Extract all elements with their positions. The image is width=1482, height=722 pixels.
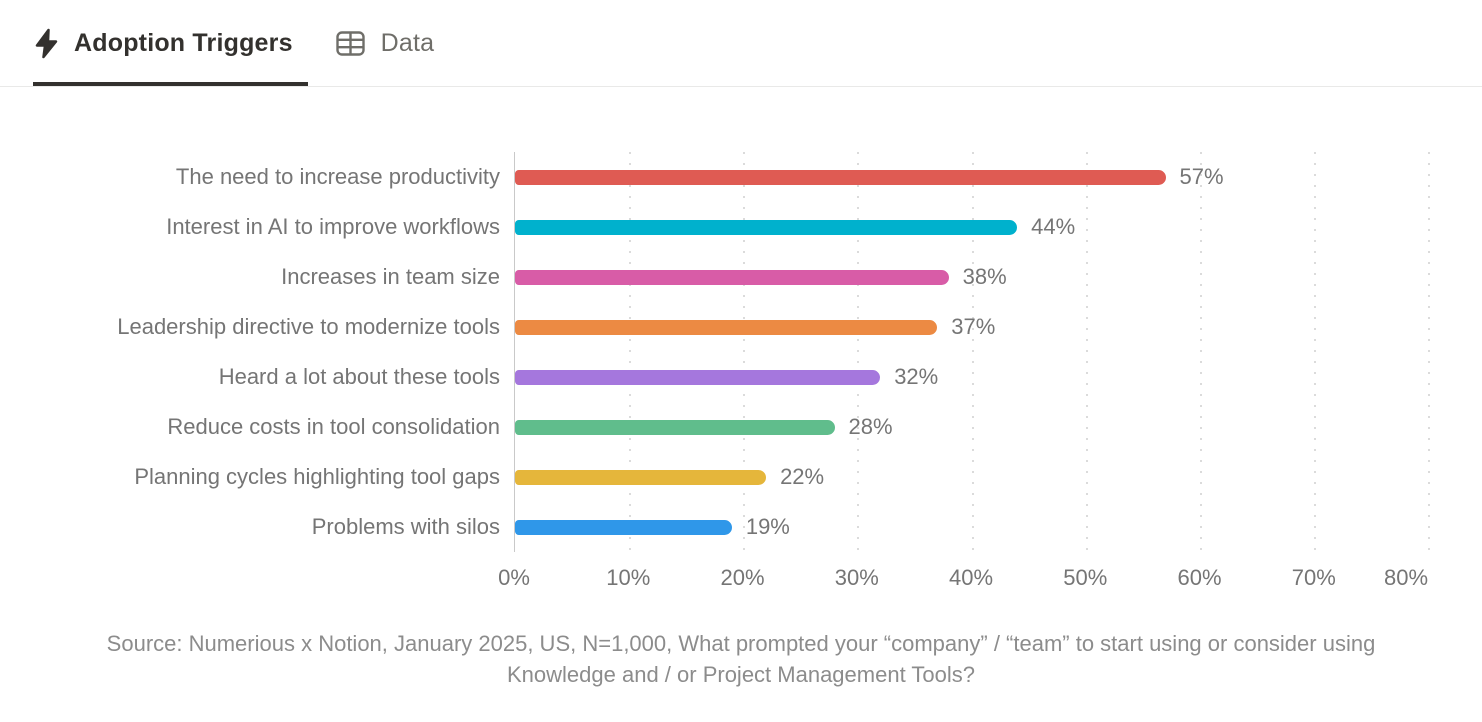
x-axis: 0% 10% 20% 30% 40% 50% 60% 70% 80% (498, 565, 1429, 595)
category-label: Interest in AI to improve workflows (166, 214, 500, 239)
bar-value-label: 19% (745, 514, 790, 539)
bar[interactable] (515, 169, 1166, 185)
gridline (1428, 152, 1430, 552)
bar-row: 38% (515, 252, 1428, 302)
bar-value-label: 57% (1179, 164, 1224, 189)
gridline (971, 152, 974, 552)
bar-value-label: 44% (1031, 214, 1076, 239)
gridline (1313, 152, 1316, 552)
x-tick-label: 40% (948, 565, 994, 590)
x-tick-label: 50% (1063, 565, 1108, 590)
category-label: Problems with silos (311, 514, 500, 539)
bar-row: 19% (515, 502, 1428, 552)
gridline (1085, 152, 1088, 552)
x-tick-label: 60% (1177, 565, 1222, 590)
category-axis: The need to increase productivity Interes… (0, 152, 514, 552)
x-tick-label: 20% (720, 565, 765, 590)
x-tick-label: 30% (834, 565, 879, 590)
tab-label: Data (380, 28, 435, 57)
category-label: Planning cycles highlighting tool gaps (134, 464, 500, 489)
category-label: Heard a lot about these tools (218, 364, 500, 389)
x-tick-label: 10% (606, 565, 651, 590)
bar-row: 44% (515, 202, 1428, 252)
tab-adoption-triggers[interactable]: Adoption Triggers (33, 0, 308, 86)
lightning-bolt-icon (33, 28, 60, 59)
bar[interactable] (515, 419, 835, 435)
bar[interactable] (515, 219, 1018, 235)
bar[interactable] (515, 469, 767, 485)
bar[interactable] (515, 519, 732, 535)
bar[interactable] (515, 269, 949, 285)
category-label: The need to increase productivity (175, 164, 500, 189)
bar-value-label: 37% (951, 314, 996, 339)
category-label: Reduce costs in tool consolidation (167, 414, 500, 439)
table-icon (334, 27, 367, 60)
gridline (1199, 152, 1202, 552)
bar-row: 32% (515, 352, 1428, 402)
bar-value-label: 28% (848, 414, 893, 439)
tab-data[interactable]: Data (332, 0, 450, 86)
bar[interactable] (515, 369, 881, 385)
bar-row: 37% (515, 302, 1428, 352)
source-note: Source: Numerious x Notion, January 2025… (106, 631, 1376, 687)
tab-label: Adoption Triggers (74, 28, 293, 57)
category-label: Increases in team size (281, 264, 500, 289)
gridline (629, 152, 632, 552)
x-tick-label: 0% (498, 565, 530, 590)
x-tick-label: 70% (1291, 565, 1336, 590)
tab-bar: Adoption Triggers Data (0, 0, 1482, 87)
bar[interactable] (515, 319, 938, 335)
bar-chart: The need to increase productivity Interes… (0, 152, 1482, 552)
gridline (857, 152, 860, 552)
bar-value-label: 22% (780, 464, 825, 489)
gridline (743, 152, 746, 552)
bar-row: 28% (515, 402, 1428, 452)
bar-row: 57% (515, 152, 1428, 202)
plot-area: 57% 44% 38% 37% 32% 28% 22% 19% (514, 152, 1430, 552)
bar-value-label: 38% (962, 264, 1007, 289)
bar-row: 22% (515, 452, 1428, 502)
category-label: Leadership directive to modernize tools (117, 314, 500, 339)
bar-value-label: 32% (894, 364, 939, 389)
x-tick-label: 80% (1383, 565, 1429, 590)
